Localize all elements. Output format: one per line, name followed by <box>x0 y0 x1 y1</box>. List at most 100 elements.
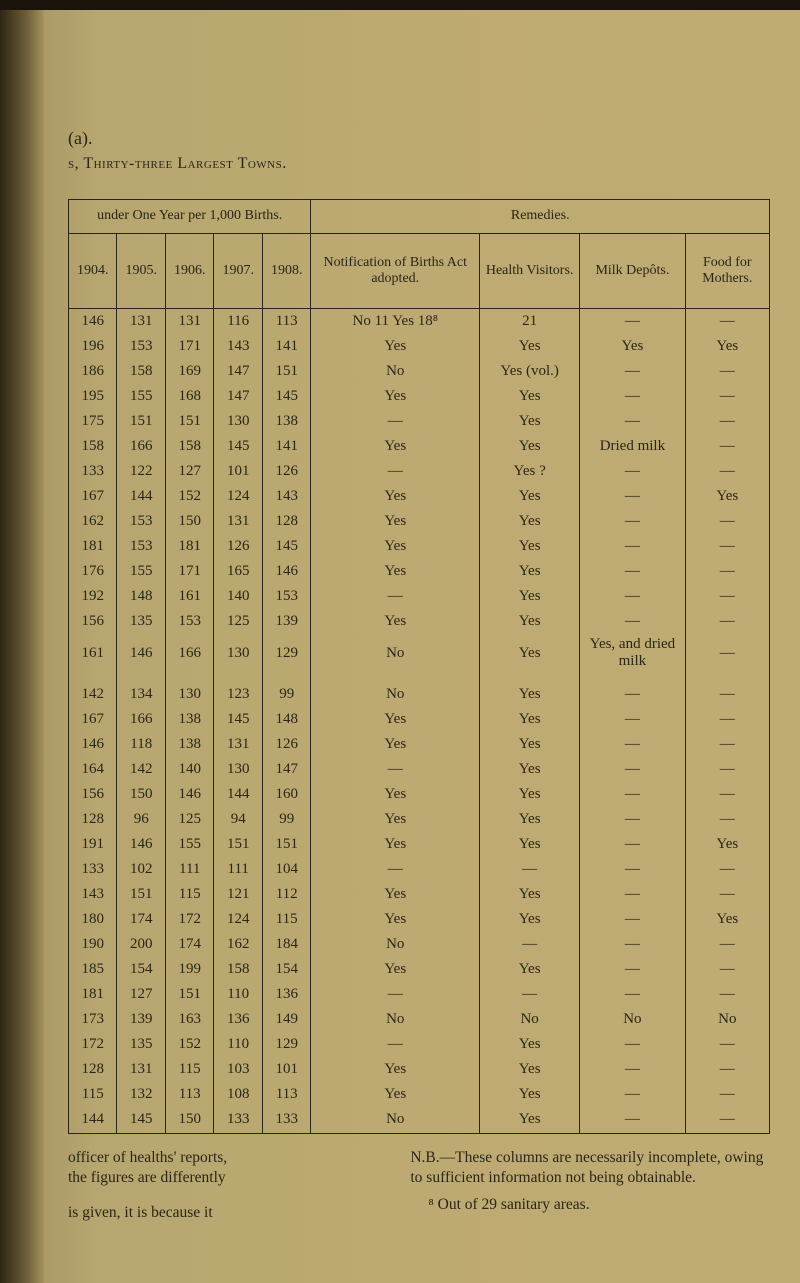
year-cell: 104 <box>262 858 311 883</box>
health-cell: Yes <box>480 609 580 634</box>
food-cell: — <box>685 733 769 758</box>
milk-cell: — <box>580 309 685 335</box>
table-row: 115132113108113YesYes—— <box>69 1083 770 1108</box>
food-cell: No <box>685 1008 769 1033</box>
table-row: 195155168147145YesYes—— <box>69 384 770 409</box>
notification-cell: Yes <box>311 958 480 983</box>
year-cell: 151 <box>165 983 213 1008</box>
table-row: 164142140130147—Yes—— <box>69 758 770 783</box>
food-cell: — <box>685 683 769 708</box>
year-cell: 165 <box>214 559 262 584</box>
health-cell: Yes <box>480 758 580 783</box>
milk-cell: — <box>580 459 685 484</box>
col-milk: Milk Depôts. <box>580 234 685 309</box>
year-cell: 200 <box>117 933 165 958</box>
col-1904: 1904. <box>69 234 117 309</box>
food-cell: — <box>685 708 769 733</box>
table-row <box>69 673 770 683</box>
year-cell: 144 <box>69 1108 117 1134</box>
food-cell: — <box>685 309 769 335</box>
table-row: 14213413012399NoYes—— <box>69 683 770 708</box>
year-cell: 130 <box>165 683 213 708</box>
milk-cell: — <box>580 1058 685 1083</box>
table-row: 192148161140153—Yes—— <box>69 584 770 609</box>
year-cell: 108 <box>214 1083 262 1108</box>
year-cell: 115 <box>69 1083 117 1108</box>
page: (a). s, Thirty-three Largest Towns. unde… <box>0 0 800 1283</box>
year-cell: 125 <box>214 609 262 634</box>
health-cell: Yes ? <box>480 459 580 484</box>
year-cell: 113 <box>262 1083 311 1108</box>
pad-cell <box>685 673 769 683</box>
year-cell: 153 <box>117 509 165 534</box>
notification-cell: Yes <box>311 733 480 758</box>
year-cell: 154 <box>262 958 311 983</box>
year-cell: 113 <box>262 309 311 335</box>
year-cell: 172 <box>165 908 213 933</box>
notification-cell: — <box>311 584 480 609</box>
year-cell: 128 <box>262 509 311 534</box>
year-cell: 101 <box>262 1058 311 1083</box>
health-cell: Yes <box>480 958 580 983</box>
year-cell: 126 <box>262 459 311 484</box>
footnotes: officer of healths' reports, the figures… <box>68 1148 770 1225</box>
table-row: 191146155151151YesYes—Yes <box>69 833 770 858</box>
table-row: 161146166130129NoYesYes, and dried milk— <box>69 634 770 673</box>
year-cell: 175 <box>69 409 117 434</box>
milk-cell: — <box>580 534 685 559</box>
pad-cell <box>480 673 580 683</box>
table-row: 181127151110136———— <box>69 983 770 1008</box>
year-cell: 99 <box>262 683 311 708</box>
health-cell: Yes <box>480 908 580 933</box>
year-cell: 150 <box>165 1108 213 1134</box>
notification-cell: No <box>311 634 480 673</box>
year-cell: 132 <box>117 1083 165 1108</box>
notification-cell: Yes <box>311 559 480 584</box>
year-cell: 136 <box>262 983 311 1008</box>
table-body: 146131131116113No 11 Yes 18⁸21——19615317… <box>69 309 770 1134</box>
footnote-right-8: ⁸ Out of 29 sanitary areas. <box>410 1195 770 1216</box>
year-cell: 143 <box>214 334 262 359</box>
food-cell: — <box>685 758 769 783</box>
footnote-left: officer of healths' reports, the figures… <box>68 1148 374 1225</box>
notification-cell: — <box>311 983 480 1008</box>
year-cell: 115 <box>262 908 311 933</box>
food-cell: — <box>685 858 769 883</box>
year-cell: 176 <box>69 559 117 584</box>
health-cell: Yes <box>480 384 580 409</box>
notification-cell: No <box>311 1008 480 1033</box>
food-cell: — <box>685 783 769 808</box>
notification-cell: Yes <box>311 783 480 808</box>
notification-cell: No <box>311 933 480 958</box>
food-cell: — <box>685 1108 769 1134</box>
year-cell: 102 <box>117 858 165 883</box>
notification-cell: — <box>311 1033 480 1058</box>
milk-cell: — <box>580 733 685 758</box>
food-cell: — <box>685 434 769 459</box>
milk-cell: — <box>580 584 685 609</box>
food-cell: Yes <box>685 484 769 509</box>
table-row: 176155171165146YesYes—— <box>69 559 770 584</box>
year-cell: 171 <box>165 559 213 584</box>
health-cell: Yes <box>480 534 580 559</box>
table-row: 156150146144160YesYes—— <box>69 783 770 808</box>
year-cell: 174 <box>117 908 165 933</box>
year-cell: 148 <box>117 584 165 609</box>
health-cell: Yes <box>480 484 580 509</box>
year-cell: 126 <box>262 733 311 758</box>
year-cell: 181 <box>69 983 117 1008</box>
health-cell: Yes <box>480 509 580 534</box>
notification-cell: No <box>311 359 480 384</box>
super-header-remedies: Remedies. <box>311 200 770 234</box>
year-cell: 150 <box>165 509 213 534</box>
milk-cell: — <box>580 983 685 1008</box>
table-row: 196153171143141YesYesYesYes <box>69 334 770 359</box>
health-cell: Yes <box>480 1058 580 1083</box>
notification-cell: Yes <box>311 534 480 559</box>
year-cell: 133 <box>69 858 117 883</box>
notification-cell: Yes <box>311 509 480 534</box>
milk-cell: — <box>580 1108 685 1134</box>
year-cell: 142 <box>69 683 117 708</box>
year-cell: 116 <box>214 309 262 335</box>
milk-cell: Yes, and dried milk <box>580 634 685 673</box>
